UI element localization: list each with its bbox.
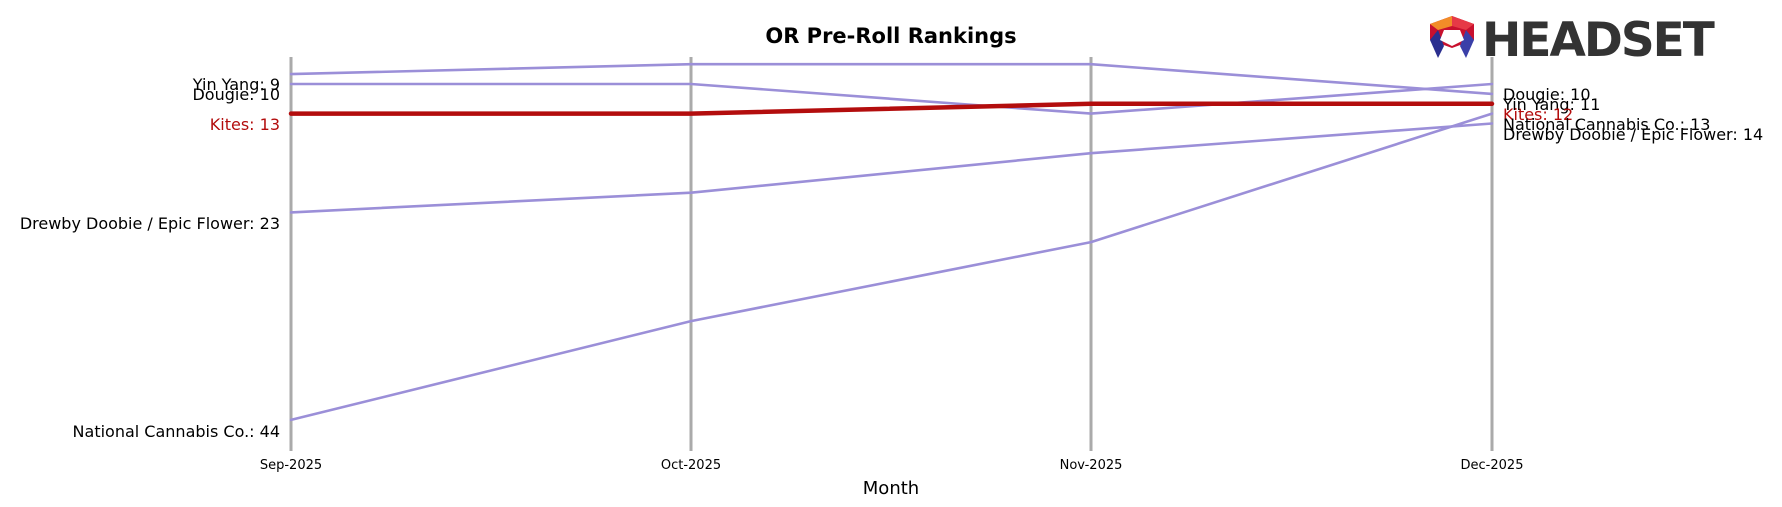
series-line-national-cannabis-co xyxy=(289,112,1494,422)
grid-layer xyxy=(289,57,1494,451)
start-label: Yin Yang: 9 xyxy=(192,75,280,94)
series-line-drewby-doobie-epic-flower xyxy=(289,122,1494,214)
x-tick-label: Sep-2025 xyxy=(260,458,322,473)
headset-logo: HEADSET xyxy=(1430,13,1717,68)
start-label: National Cannabis Co.: 44 xyxy=(73,422,280,441)
chart-title: OR Pre-Roll Rankings xyxy=(765,24,1016,48)
end-label: National Cannabis Co.: 13 xyxy=(1503,115,1710,134)
x-ticks: Sep-2025 Oct-2025 Nov-2025 Dec-2025 xyxy=(260,458,1524,473)
end-label: Drewby Doobie / Epic Flower: 14 xyxy=(1503,125,1763,144)
lines-layer xyxy=(288,62,1495,422)
series-line-kites xyxy=(288,101,1495,116)
start-label: Kites: 13 xyxy=(210,115,280,134)
x-axis-label: Month xyxy=(863,478,919,499)
end-label: Yin Yang: 11 xyxy=(1502,95,1600,114)
x-tick-label: Dec-2025 xyxy=(1461,458,1524,473)
x-tick-label: Nov-2025 xyxy=(1060,458,1123,473)
end-label: Dougie: 10 xyxy=(1503,85,1591,104)
end-label: Kites: 12 xyxy=(1503,105,1573,124)
series-line-dougie xyxy=(289,82,1494,115)
start-label: Drewby Doobie / Epic Flower: 23 xyxy=(20,214,280,233)
x-tick-label: Oct-2025 xyxy=(661,458,721,473)
series-line-yin-yang xyxy=(289,62,1494,96)
headset-logo-text: HEADSET xyxy=(1482,13,1715,68)
start-label: Dougie: 10 xyxy=(192,85,280,104)
headset-logo-mark xyxy=(1430,16,1474,58)
